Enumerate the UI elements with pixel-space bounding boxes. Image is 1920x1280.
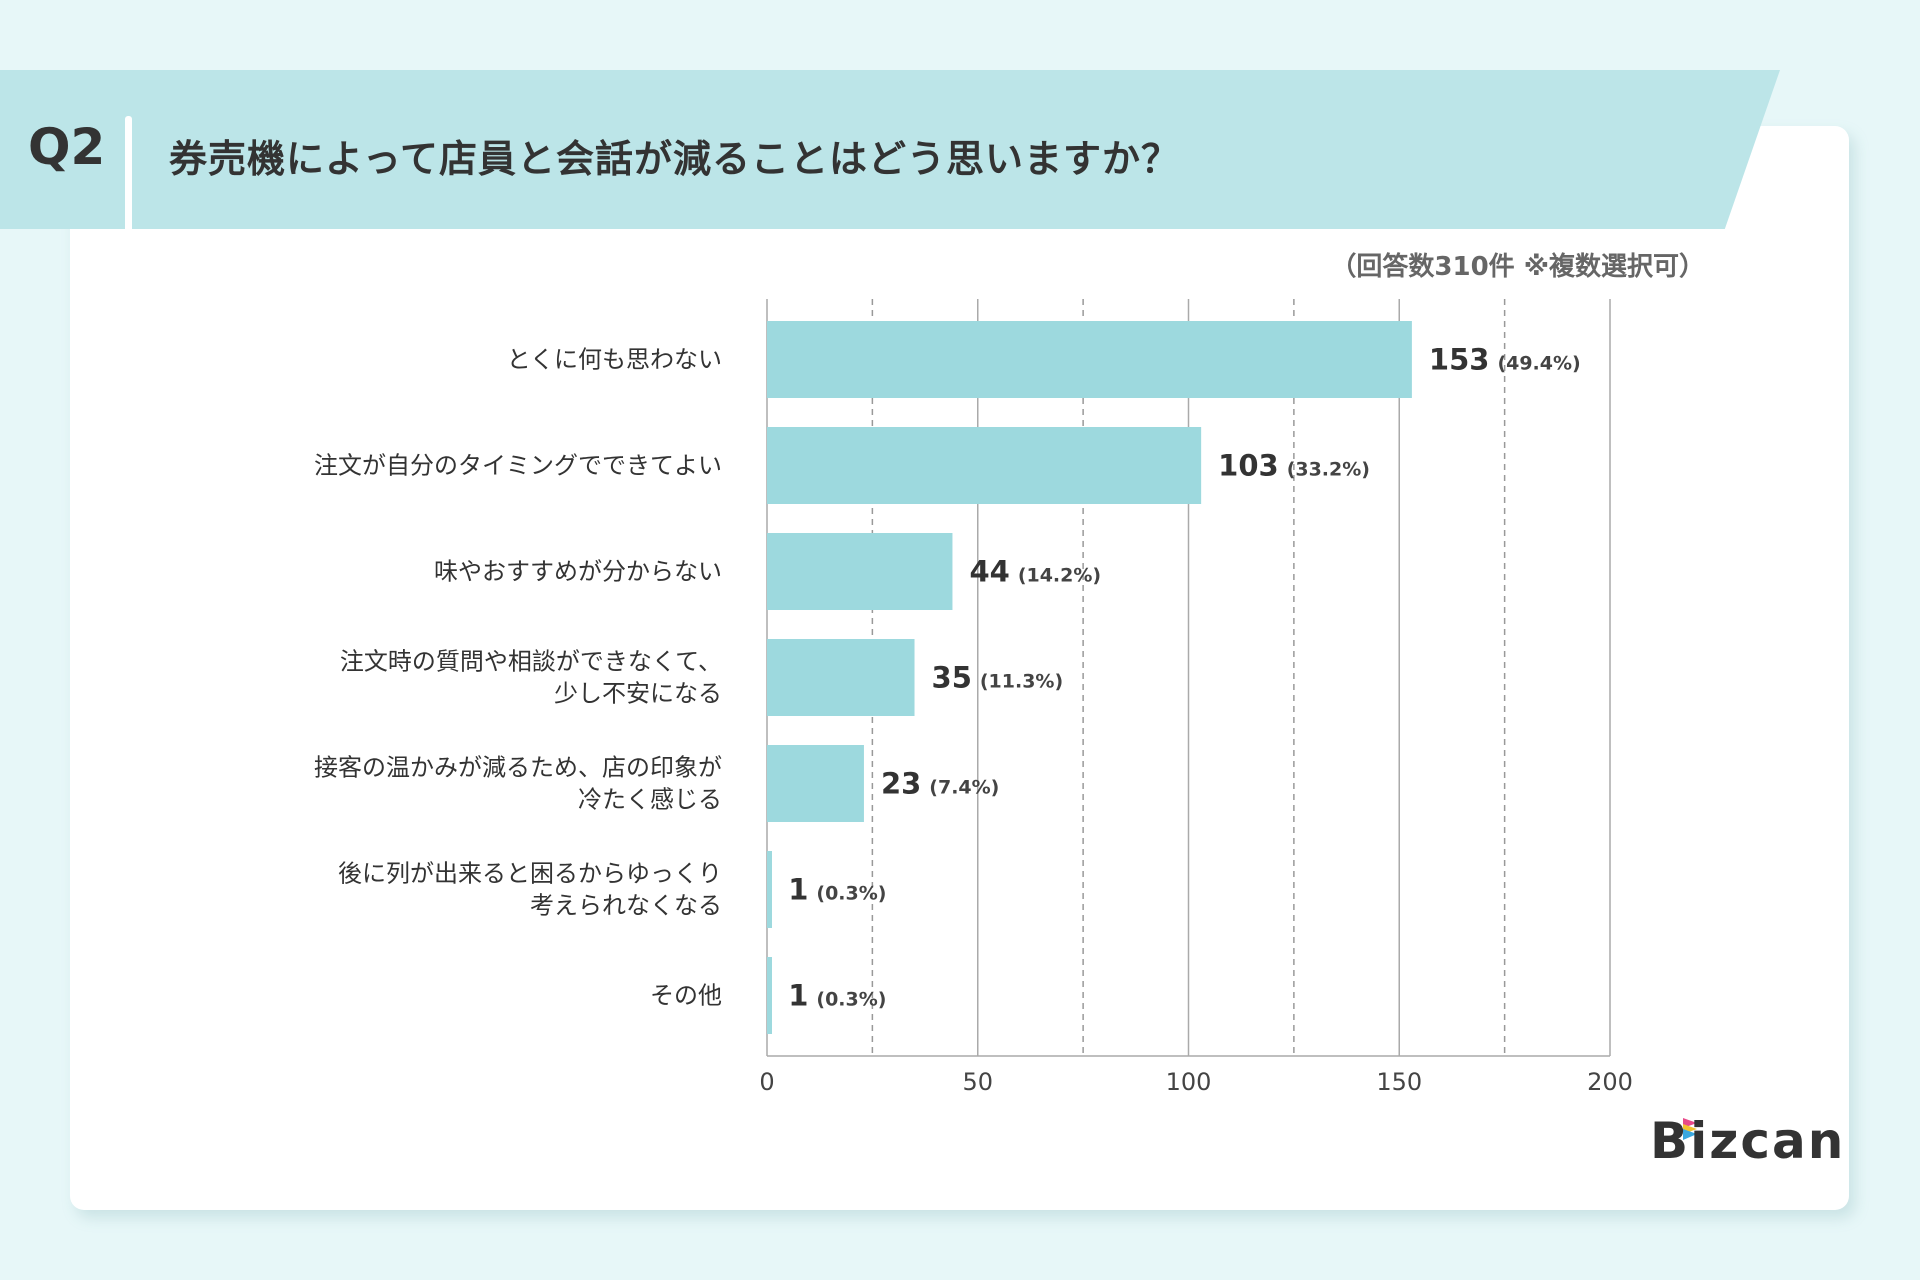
x-tick-label: 150: [1376, 1068, 1422, 1096]
category-label: 注文が自分のタイミングでできてよい: [314, 452, 722, 480]
percent-label: (0.3%): [816, 989, 886, 1011]
value-label: 44: [969, 555, 1009, 589]
category-label: 味やおすすめが分からない: [434, 558, 722, 586]
percent-label: (0.3%): [816, 883, 886, 905]
category-label: その他: [650, 982, 722, 1010]
bizcan-logo-mark-icon: [1683, 1118, 1697, 1140]
category-label: 少し不安になる: [554, 680, 722, 708]
bar: [767, 745, 864, 822]
category-label: 考えられなくなる: [530, 892, 722, 920]
value-label: 35: [932, 661, 972, 695]
category-label: 注文時の質問や相談ができなくて、: [340, 648, 722, 676]
x-tick-label: 200: [1587, 1068, 1633, 1096]
value-label: 1: [788, 873, 808, 907]
question-banner: [0, 70, 1780, 229]
banner-divider: [125, 116, 132, 229]
chart-card: [70, 126, 1849, 1210]
response-count-note: （回答数310件 ※複数選択可）: [1330, 252, 1705, 282]
percent-label: (7.4%): [929, 777, 999, 799]
bizcan-logo: Bizcan: [1650, 1112, 1846, 1170]
bar: [767, 321, 1412, 398]
bar: [767, 851, 772, 928]
bar: [767, 533, 953, 610]
bar: [767, 639, 915, 716]
percent-label: (33.2%): [1287, 459, 1370, 481]
category-label: とくに何も思わない: [507, 346, 722, 374]
value-label: 103: [1218, 449, 1279, 483]
category-label: 接客の温かみが減るため、店の印象が: [314, 754, 722, 782]
x-tick-label: 100: [1166, 1068, 1212, 1096]
value-label: 153: [1429, 343, 1490, 377]
category-label: 後に列が出来ると困るからゆっくり: [338, 860, 722, 888]
x-tick-label: 50: [962, 1068, 993, 1096]
bar: [767, 957, 772, 1034]
bar: [767, 427, 1202, 504]
category-label: 冷たく感じる: [578, 786, 722, 814]
value-label: 1: [788, 979, 808, 1013]
question-title: 券売機によって店員と会話が減ることはどう思いますか？: [169, 137, 1180, 181]
percent-label: (49.4%): [1497, 353, 1580, 375]
x-tick-label: 0: [759, 1068, 774, 1096]
percent-label: (11.3%): [980, 671, 1063, 693]
question-number: Q2: [28, 118, 106, 176]
value-label: 23: [881, 767, 921, 801]
percent-label: (14.2%): [1018, 565, 1101, 587]
